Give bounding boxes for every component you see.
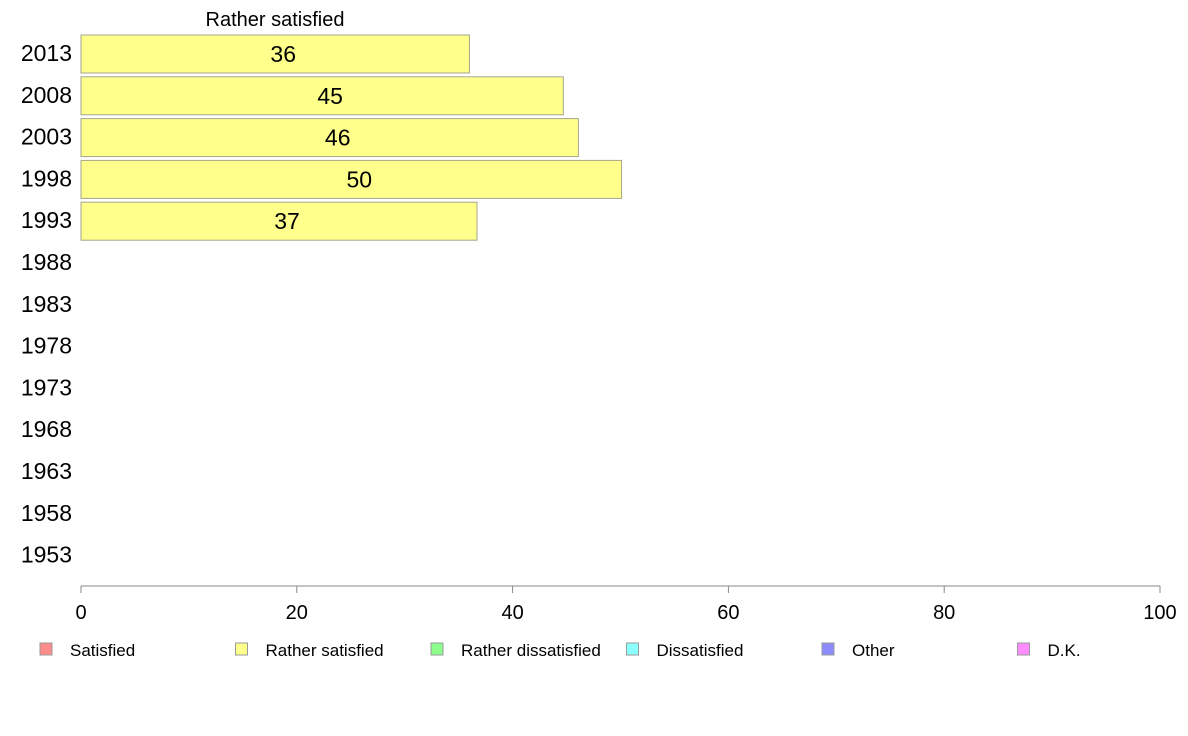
bar-value-label: 37 bbox=[274, 208, 300, 234]
category-label: 1968 bbox=[21, 416, 72, 442]
legend-label: Other bbox=[852, 641, 895, 660]
legend-swatch bbox=[430, 642, 444, 656]
x-axis: 0 20 40 60 80 100 bbox=[75, 585, 1177, 624]
bar-value-label: 46 bbox=[325, 125, 351, 151]
bar-value-label: 50 bbox=[346, 166, 372, 192]
legend: Satisfied Rather satisfied Rather dissatis… bbox=[39, 641, 1081, 660]
legend-swatch bbox=[235, 642, 248, 656]
category-label: 2003 bbox=[21, 124, 72, 150]
category-label: 2008 bbox=[21, 82, 72, 108]
legend-swatch bbox=[1017, 642, 1030, 656]
bars-group: 36 45 46 50 37 bbox=[80, 34, 623, 241]
legend-swatch bbox=[821, 642, 835, 656]
bar bbox=[80, 159, 623, 199]
category-label: 1983 bbox=[21, 291, 72, 317]
legend-label: Dissatisfied bbox=[657, 641, 744, 660]
x-tick-label: 40 bbox=[501, 602, 523, 624]
x-tick-label: 100 bbox=[1143, 602, 1176, 624]
legend-swatch bbox=[39, 642, 53, 656]
bar-value-label: 36 bbox=[270, 41, 296, 67]
x-tick-label: 80 bbox=[933, 602, 955, 624]
bar-value-label: 45 bbox=[317, 83, 343, 109]
x-tick-label: 0 bbox=[75, 602, 86, 624]
category-label: 1953 bbox=[21, 542, 72, 568]
legend-label: Satisfied bbox=[70, 641, 135, 660]
category-labels: 2013 2008 2003 1998 1993 1988 1983 1978 1973 1968… bbox=[21, 40, 72, 568]
legend-label: Rather satisfied bbox=[266, 641, 384, 660]
legend-swatch bbox=[626, 642, 639, 656]
category-label: 1993 bbox=[21, 207, 72, 233]
category-label: 2013 bbox=[21, 40, 72, 66]
bar bbox=[80, 76, 564, 116]
bar bbox=[80, 34, 470, 74]
x-tick-label: 20 bbox=[286, 602, 308, 624]
x-tick-label: 60 bbox=[717, 602, 739, 624]
category-label: 1958 bbox=[21, 500, 72, 526]
category-label: 1998 bbox=[21, 165, 72, 191]
legend-label: D.K. bbox=[1048, 641, 1081, 660]
legend-label: Rather dissatisfied bbox=[461, 641, 601, 660]
bar bbox=[80, 201, 478, 241]
bar bbox=[80, 118, 579, 158]
category-label: 1988 bbox=[21, 249, 72, 275]
category-label: 1978 bbox=[21, 333, 72, 359]
category-label: 1963 bbox=[21, 458, 72, 484]
category-label: 1973 bbox=[21, 374, 72, 400]
chart-title: Rather satisfied bbox=[206, 9, 345, 31]
